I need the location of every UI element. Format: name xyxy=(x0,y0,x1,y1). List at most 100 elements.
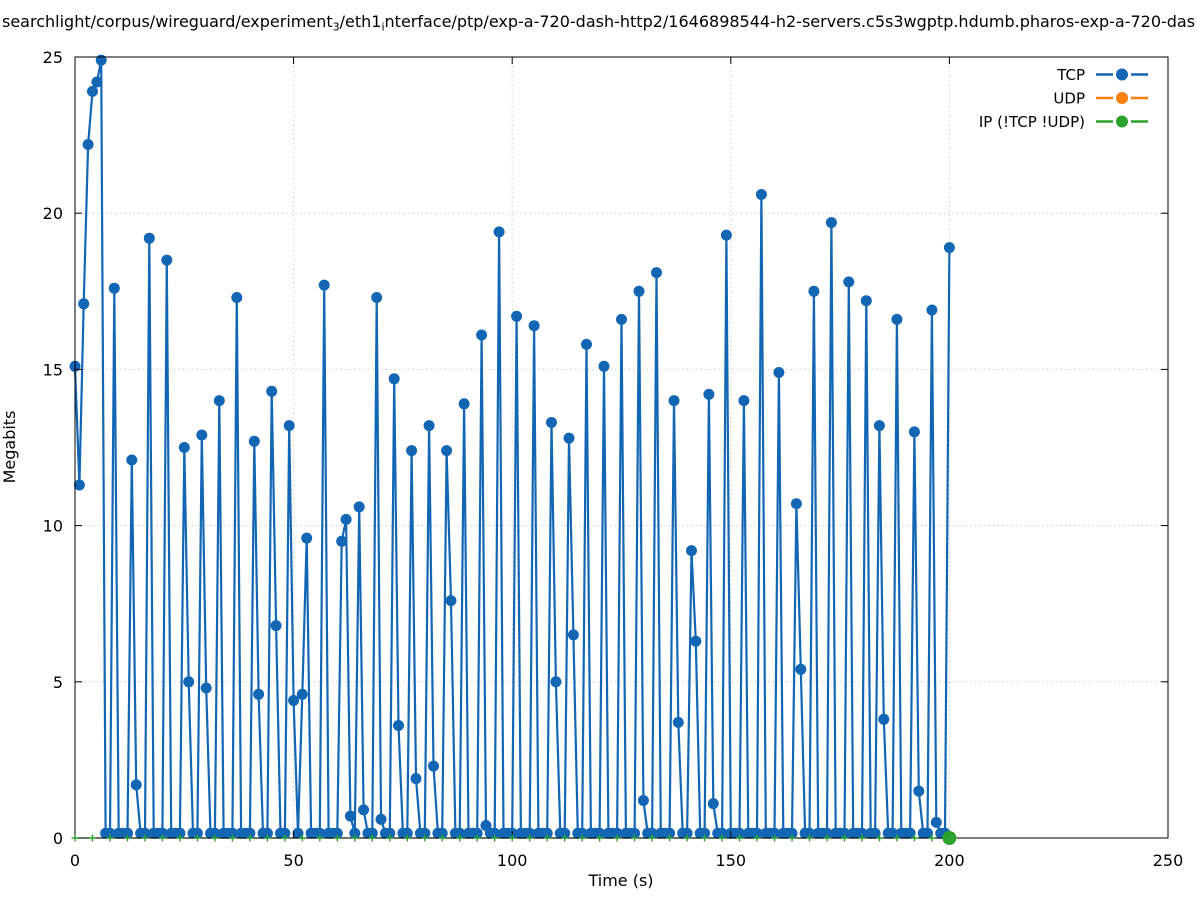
legend-label-ip: IP (!TCP !UDP) xyxy=(979,113,1085,131)
tcp-data-point xyxy=(213,395,225,407)
tcp-data-point xyxy=(226,827,238,839)
tcp-data-point xyxy=(839,827,850,839)
tcp-data-point xyxy=(524,827,536,839)
x-tick-label: 50 xyxy=(283,851,303,870)
tcp-data-point xyxy=(786,827,798,839)
tcp-data-point xyxy=(734,827,745,839)
tcp-data-point xyxy=(458,398,470,410)
tcp-data-point xyxy=(331,827,343,839)
tcp-data-point xyxy=(95,54,107,66)
tcp-data-point xyxy=(703,388,715,400)
tcp-data-point xyxy=(248,435,260,447)
legend-sample-dot-ip xyxy=(1116,115,1128,128)
tcp-data-point xyxy=(795,663,807,675)
x-tick-label: 150 xyxy=(716,851,747,870)
x-tick-label: 100 xyxy=(497,851,528,870)
tcp-data-point xyxy=(156,827,168,839)
tcp-data-point xyxy=(78,298,90,310)
tcp-data-point xyxy=(366,827,378,839)
tcp-data-point xyxy=(253,688,265,700)
tcp-data-point xyxy=(410,773,422,785)
tcp-data-point xyxy=(292,827,304,839)
tcp-data-point xyxy=(349,827,361,839)
tcp-data-point xyxy=(664,827,676,839)
tcp-data-point xyxy=(738,395,750,407)
legend: TCP UDP IP (!TCP !UDP) xyxy=(979,66,1148,131)
tcp-data-point xyxy=(843,276,855,288)
tcp-data-point xyxy=(860,295,872,307)
tcp-data-point xyxy=(930,816,942,828)
tcp-data-point xyxy=(681,827,693,839)
tcp-data-point xyxy=(279,827,291,839)
tcp-data-point xyxy=(489,827,501,839)
tcp-data-point xyxy=(445,595,457,607)
tcp-data-point xyxy=(104,827,116,839)
tcp-data-point xyxy=(559,827,571,839)
y-tick-label: 0 xyxy=(53,829,63,848)
tcp-data-point xyxy=(471,827,483,839)
tcp-data-point xyxy=(769,827,780,839)
y-tick-label: 15 xyxy=(43,360,63,379)
tcp-data-point xyxy=(401,827,413,839)
tcp-data-point xyxy=(878,713,890,725)
tcp-data-point xyxy=(825,217,837,229)
tcp-data-point xyxy=(261,827,273,839)
tcp-data-point xyxy=(528,320,540,332)
tcp-data-point xyxy=(200,682,212,694)
ip-final-dot xyxy=(942,831,957,845)
tcp-data-point xyxy=(913,785,925,797)
tcp-data-point xyxy=(353,501,365,513)
tcp-data-point xyxy=(922,827,933,839)
ip-series-markers xyxy=(71,831,957,845)
tcp-data-point xyxy=(511,310,523,322)
tcp-data-point xyxy=(633,285,645,297)
tcp-data-point xyxy=(196,429,208,441)
tcp-data-point xyxy=(594,827,606,839)
x-tick-label: 250 xyxy=(1153,851,1184,870)
tcp-data-point xyxy=(646,827,658,839)
tcp-data-point xyxy=(751,827,763,839)
tcp-data-point xyxy=(314,827,326,839)
tcp-data-point xyxy=(476,329,488,341)
legend-entry-tcp: TCP xyxy=(1056,66,1148,84)
legend-sample-dot-tcp xyxy=(1116,68,1128,81)
y-tick-label: 25 xyxy=(43,48,63,67)
tcp-data-point xyxy=(707,798,719,810)
tcp-data-point xyxy=(371,292,383,303)
tcp-data-point xyxy=(668,395,680,407)
tcp-data-point xyxy=(122,827,133,839)
tcp-data-point xyxy=(436,827,448,839)
tcp-data-point xyxy=(130,779,142,791)
tcp-data-point xyxy=(244,827,256,839)
legend-sample-dot-udp xyxy=(1116,92,1128,104)
tcp-data-point xyxy=(808,285,820,297)
tcp-data-point xyxy=(716,827,728,839)
tcp-data-point xyxy=(174,827,186,839)
tcp-data-point xyxy=(126,454,138,466)
tcp-data-point xyxy=(406,445,418,457)
tcp-data-point xyxy=(108,282,120,294)
tcp-data-point xyxy=(567,629,579,641)
y-tick-label: 20 xyxy=(43,204,63,223)
x-tick-label: 0 xyxy=(70,851,80,870)
tcp-data-point xyxy=(288,695,300,706)
tcp-data-point xyxy=(873,420,885,432)
tcp-data-point xyxy=(344,810,356,822)
tcp-data-point xyxy=(943,242,955,254)
tcp-data-point xyxy=(755,189,767,200)
legend-label-tcp: TCP xyxy=(1056,66,1085,84)
x-tick-label: 200 xyxy=(934,851,965,870)
tcp-data-point xyxy=(375,813,387,825)
tcp-data-point xyxy=(804,827,815,839)
tcp-data-point xyxy=(637,795,649,806)
tcp-data-point xyxy=(720,229,732,241)
tcp-data-point xyxy=(384,827,396,839)
tcp-data-point xyxy=(908,426,920,438)
tcp-data-point xyxy=(428,760,439,772)
tcp-data-point xyxy=(91,76,103,88)
tcp-data-point xyxy=(143,232,155,244)
tcp-data-point xyxy=(318,279,330,291)
tcp-data-point xyxy=(629,827,641,839)
tcp-data-point xyxy=(178,442,190,453)
